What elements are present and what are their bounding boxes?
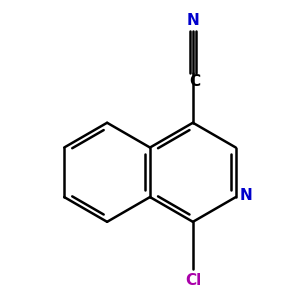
Text: N: N (240, 188, 253, 203)
Text: Cl: Cl (185, 273, 201, 288)
Text: C: C (189, 74, 200, 89)
Text: N: N (187, 14, 199, 28)
